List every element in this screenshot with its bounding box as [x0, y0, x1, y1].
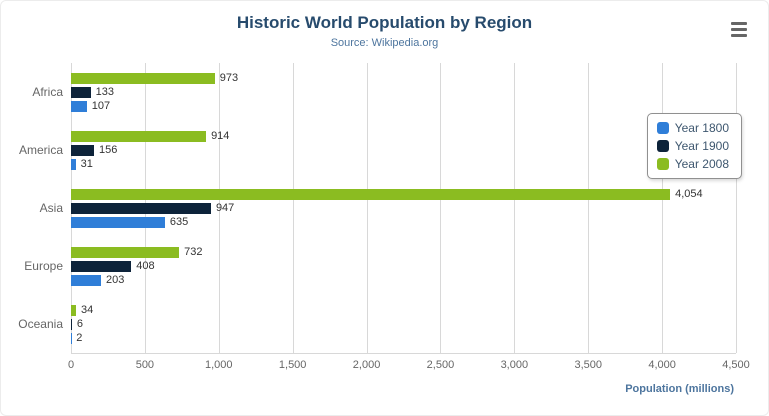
x-tick-label: 3,500	[574, 359, 602, 371]
bar[interactable]	[71, 216, 165, 228]
bar-value-label: 635	[169, 215, 189, 228]
bar[interactable]	[71, 304, 77, 316]
bar-row: 947	[71, 201, 736, 214]
legend-item[interactable]: Year 1900	[656, 139, 729, 153]
bar[interactable]	[71, 100, 87, 112]
bar-value-label: 34	[81, 303, 94, 316]
x-tick-label: 1,000	[205, 359, 233, 371]
bar[interactable]	[71, 260, 132, 272]
x-tick-label: 2,000	[352, 359, 381, 371]
bar-group: 34 6 2	[71, 295, 736, 353]
bar-value-label: 408	[136, 259, 155, 272]
gridline	[292, 63, 294, 353]
x-tick-label: 1,500	[278, 359, 307, 371]
bar-value-label: 6	[76, 317, 83, 330]
category-label: America	[18, 143, 63, 157]
bar-row: 973	[71, 71, 736, 84]
plot-area: 973 133 107 914 156 31 4,054 947 635 732 408 203 34 6…	[18, 63, 737, 354]
hamburger-menu-icon	[731, 27, 747, 31]
bar-value-label: 156	[99, 143, 118, 156]
x-tick-label: 4,000	[648, 359, 676, 371]
gridline	[588, 63, 590, 353]
bar[interactable]	[71, 144, 95, 156]
bar-row: 203	[71, 273, 736, 286]
gridline	[514, 63, 516, 353]
legend-item[interactable]: Year 2008	[656, 157, 729, 171]
chart-subtitle: Source: Wikipedia.org	[330, 37, 439, 49]
bar-group: 4,054 947 635	[71, 179, 736, 237]
bar-row: 156	[71, 143, 736, 156]
bar-value-label: 4,054	[675, 187, 703, 200]
bar-value-label: 2	[76, 331, 83, 344]
category-label: Europe	[24, 259, 63, 273]
bar[interactable]	[71, 86, 91, 98]
gridline	[218, 63, 220, 353]
x-tick-label: 4,500	[722, 359, 750, 371]
bar-value-label: 732	[184, 245, 203, 258]
bar[interactable]	[71, 72, 215, 84]
bar-row: 2	[71, 331, 736, 344]
bar-row: 31	[71, 157, 736, 170]
category-labels: Africa America Asia Europe Oceania	[1, 63, 63, 353]
legend-item-label: Year 1900	[674, 139, 729, 153]
bar[interactable]	[71, 274, 101, 286]
hamburger-menu-icon	[731, 21, 747, 25]
bar-row: 635	[71, 215, 736, 228]
bar-row: 133	[71, 85, 736, 98]
bar[interactable]	[71, 202, 211, 214]
bar-row: 34	[71, 303, 736, 316]
legend-item-label: Year 1800	[674, 121, 729, 135]
bar[interactable]	[71, 158, 76, 170]
bar[interactable]	[71, 188, 671, 200]
bar-group: 914 156 31	[71, 121, 736, 179]
bar-value-label: 914	[211, 129, 230, 142]
x-tick-label: 500	[135, 359, 155, 371]
legend-swatch-icon	[656, 140, 669, 152]
bar[interactable]	[71, 130, 207, 142]
gridline	[440, 63, 442, 353]
bar-value-label: 31	[80, 157, 93, 170]
legend-item-label: Year 2008	[674, 157, 729, 171]
legend-swatch-icon	[656, 158, 669, 170]
bar-group: 732 408 203	[71, 237, 736, 295]
legend-item[interactable]: Year 1800	[656, 121, 729, 135]
bar-groups: 973 133 107 914 156 31 4,054 947 635 732 408 203 34 6…	[71, 63, 736, 353]
legend-swatch-icon	[656, 122, 669, 134]
x-axis-labels: 0 500 1,000 1,500 2,000 2,500 3,000 3,500 4,000 4…	[67, 359, 750, 373]
bar-row: 6	[71, 317, 736, 330]
export-menu-button[interactable]	[728, 19, 750, 39]
bar-value-label: 133	[95, 85, 114, 98]
category-label: Asia	[39, 201, 63, 215]
bar-value-label: 203	[105, 273, 125, 286]
bar-row: 408	[71, 259, 736, 272]
x-axis-title: Population (millions)	[625, 383, 734, 395]
x-tick-label: 0	[67, 359, 75, 371]
chart-title: Historic World Population by Region	[236, 13, 533, 32]
bar-row: 732	[71, 245, 736, 258]
category-label: Oceania	[18, 317, 63, 331]
bar-row: 914	[71, 129, 736, 142]
hamburger-menu-icon	[731, 33, 747, 37]
gridline	[366, 63, 368, 353]
bar-row: 4,054	[71, 187, 736, 200]
legend: Year 1800 Year 1900 Year 2008	[646, 113, 742, 179]
x-tick-label: 2,500	[426, 359, 455, 371]
bar-row: 107	[71, 99, 736, 112]
bar-value-label: 107	[91, 99, 111, 112]
bar-group: 973 133 107	[71, 63, 736, 121]
gridline	[662, 63, 664, 353]
bar-value-label: 947	[215, 201, 235, 214]
bar-value-label: 973	[219, 71, 239, 84]
bar[interactable]	[71, 318, 72, 330]
gridline	[736, 63, 737, 353]
x-tick-label: 3,000	[500, 359, 529, 371]
bar[interactable]	[71, 246, 180, 258]
category-label: Africa	[32, 85, 63, 99]
